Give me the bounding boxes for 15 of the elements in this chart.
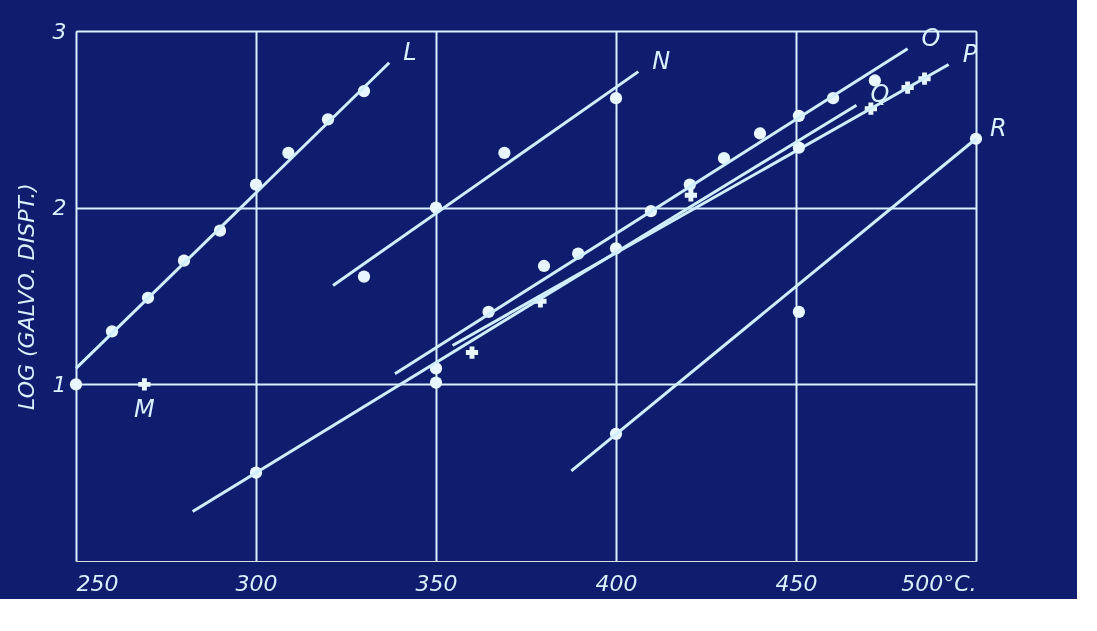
x-tick-label: 350 [415, 570, 458, 596]
y-tick-label: 3 [52, 18, 67, 44]
x-tick-label: 400 [595, 570, 638, 596]
x-tick-label: 300 [235, 570, 278, 596]
x-tick-label: 250 [76, 570, 119, 596]
x-tick-label: 450 [775, 570, 818, 596]
series-label: M [134, 395, 156, 424]
series-label: Q [870, 80, 890, 109]
series-label: L [403, 37, 417, 66]
x-tick-label: 500°C. [901, 570, 977, 596]
series-label: N [652, 46, 671, 75]
y-tick-label: 2 [52, 195, 67, 221]
y-tick-label: 1 [52, 371, 67, 397]
series-label: R [990, 113, 1007, 142]
y-axis-title: LOG (GALVO. DISPT.) [13, 183, 39, 410]
